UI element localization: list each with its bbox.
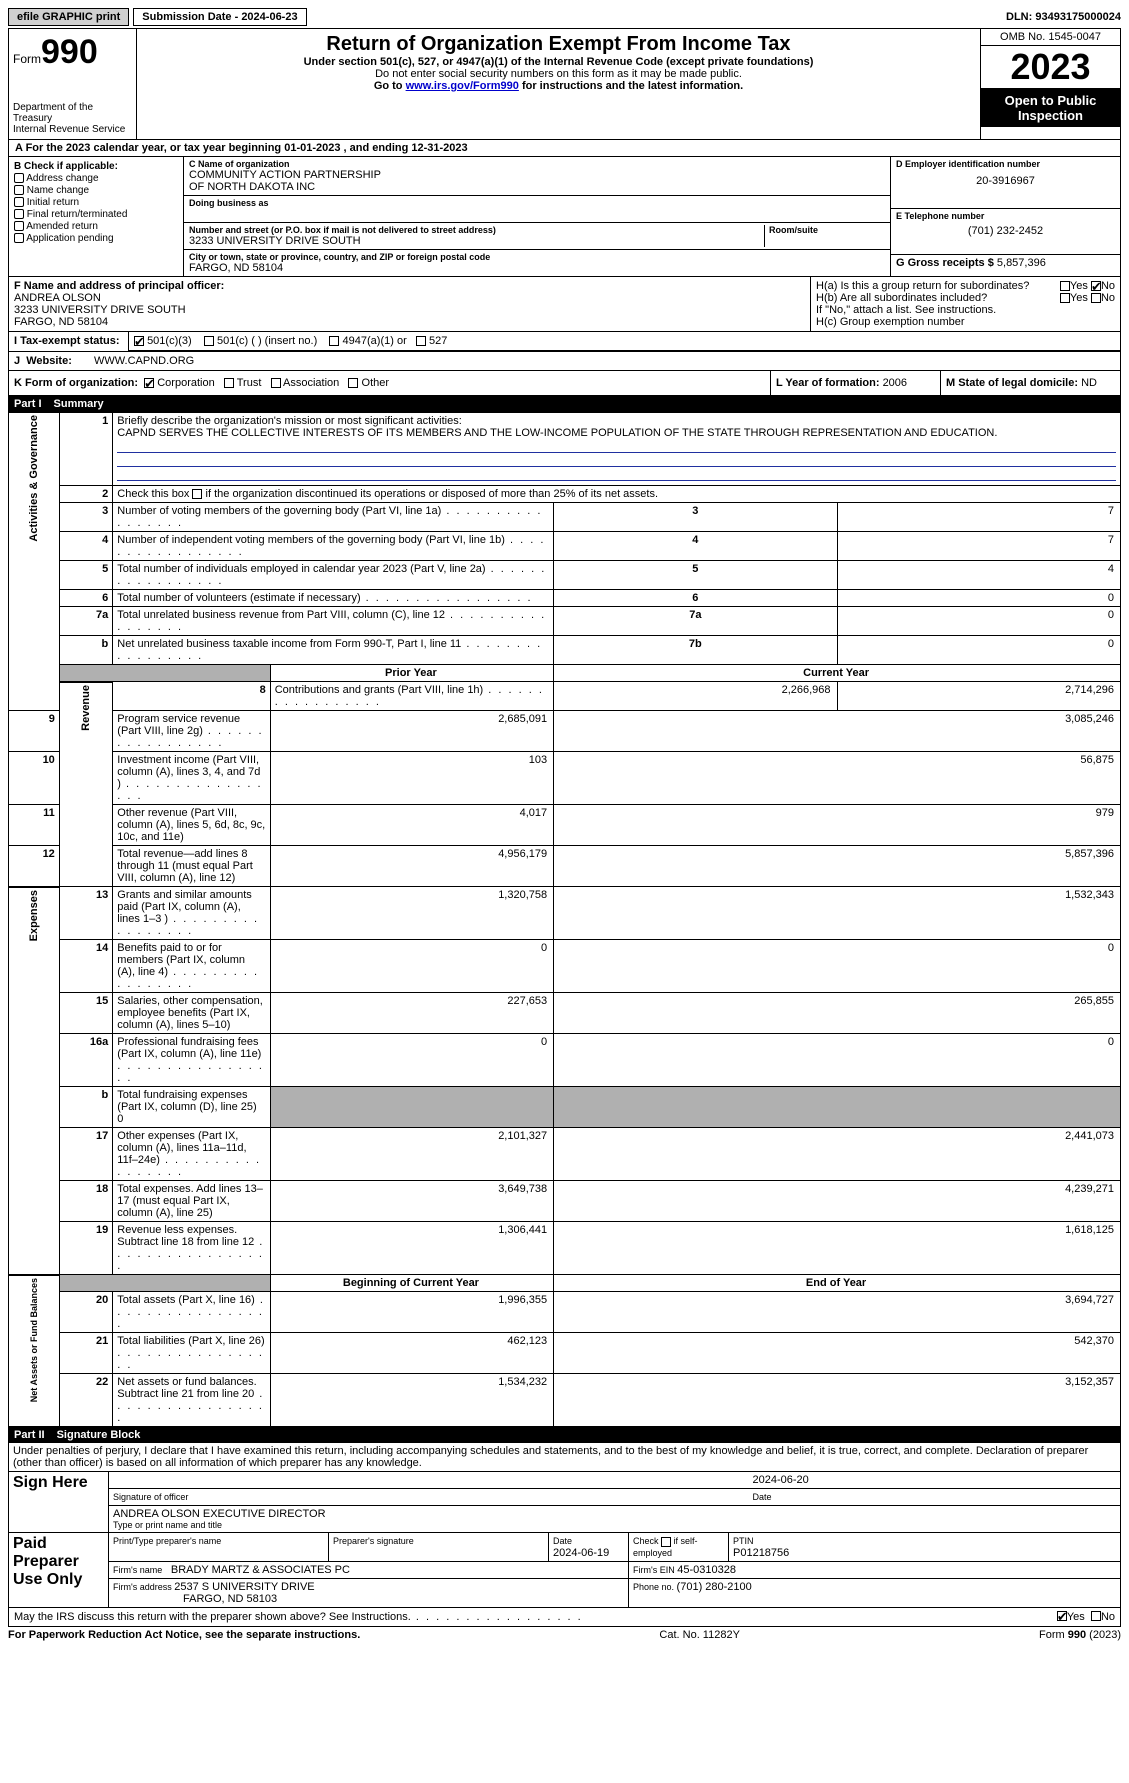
room-label: Room/suite bbox=[769, 225, 885, 235]
irs-link[interactable]: www.irs.gov/Form990 bbox=[406, 80, 519, 92]
checkbox-hb-yes[interactable] bbox=[1060, 293, 1070, 303]
org-name-1: COMMUNITY ACTION PARTNERSHIP bbox=[189, 169, 885, 181]
val-5: 4 bbox=[837, 561, 1120, 590]
row-a: A For the 2023 calendar year, or tax yea… bbox=[8, 140, 1121, 157]
city-state-zip: FARGO, ND 58104 bbox=[189, 262, 885, 274]
checkbox-4947[interactable] bbox=[329, 336, 339, 346]
firm-name: BRADY MARTZ & ASSOCIATES PC bbox=[171, 1564, 350, 1576]
firm-ein: 45-0310328 bbox=[677, 1564, 736, 1576]
firm-phone: (701) 280-2100 bbox=[677, 1581, 752, 1593]
col-b: B Check if applicable: Address change Na… bbox=[9, 157, 184, 276]
col-h: H(a) Is this a group return for subordin… bbox=[810, 277, 1120, 331]
val-7b: 0 bbox=[837, 636, 1120, 665]
checkbox-hb-no[interactable] bbox=[1091, 293, 1101, 303]
website-block: J Website: WWW.CAPND.ORG bbox=[8, 352, 1121, 371]
efile-print-button[interactable]: efile GRAPHIC print bbox=[8, 8, 129, 26]
org-name-2: OF NORTH DAKOTA INC bbox=[189, 181, 885, 193]
checkbox-final-return[interactable] bbox=[14, 209, 24, 219]
row-i-label: I Tax-exempt status: bbox=[9, 332, 129, 351]
checkbox-corporation[interactable] bbox=[144, 378, 154, 388]
street: 3233 UNIVERSITY DRIVE SOUTH bbox=[189, 235, 760, 247]
form-subtitle-1: Under section 501(c), 527, or 4947(a)(1)… bbox=[145, 56, 972, 68]
telephone: (701) 232-2452 bbox=[896, 225, 1115, 237]
dln: DLN: 93493175000024 bbox=[1006, 11, 1121, 23]
checkbox-ha-yes[interactable] bbox=[1060, 281, 1070, 291]
state-domicile: ND bbox=[1081, 377, 1097, 389]
discuss-row: May the IRS discuss this return with the… bbox=[8, 1608, 1121, 1627]
perjury-text: Under penalties of perjury, I declare th… bbox=[8, 1443, 1121, 1472]
checkbox-527[interactable] bbox=[416, 336, 426, 346]
tax-year: 2023 bbox=[981, 46, 1120, 89]
side-revenue: Revenue bbox=[80, 685, 92, 731]
officer-block: F Name and address of principal officer:… bbox=[8, 277, 1121, 332]
sig-date: 2024-06-20 bbox=[753, 1474, 809, 1486]
dba-label: Doing business as bbox=[189, 198, 885, 208]
status-block: I Tax-exempt status: 501(c)(3) 501(c) ( … bbox=[8, 332, 1121, 352]
val-4: 7 bbox=[837, 532, 1120, 561]
checkbox-initial-return[interactable] bbox=[14, 197, 24, 207]
omb-number: OMB No. 1545-0047 bbox=[981, 29, 1120, 46]
checkbox-association[interactable] bbox=[271, 378, 281, 388]
side-expenses: Expenses bbox=[28, 890, 40, 941]
part2-header: Part IISignature Block bbox=[8, 1427, 1121, 1443]
ptin: P01218756 bbox=[733, 1547, 789, 1559]
val-3: 7 bbox=[837, 503, 1120, 532]
paid-preparer-block: Paid Preparer Use Only Print/Type prepar… bbox=[8, 1533, 1121, 1608]
dept-irs: Internal Revenue Service bbox=[13, 124, 132, 135]
val-7a: 0 bbox=[837, 607, 1120, 636]
val-6: 0 bbox=[837, 590, 1120, 607]
checkbox-discontinued[interactable] bbox=[192, 489, 202, 499]
officer-name-title: ANDREA OLSON EXECUTIVE DIRECTOR bbox=[113, 1508, 1116, 1520]
year-formation: 2006 bbox=[883, 377, 907, 389]
klm-block: K Form of organization: Corporation Trus… bbox=[8, 371, 1121, 396]
form-subtitle-2: Do not enter social security numbers on … bbox=[145, 68, 972, 80]
mission-text: CAPND SERVES THE COLLECTIVE INTERESTS OF… bbox=[117, 427, 1116, 439]
checkbox-ha-no[interactable] bbox=[1091, 281, 1101, 291]
checkbox-amended[interactable] bbox=[14, 221, 24, 231]
checkbox-501c3[interactable] bbox=[134, 336, 144, 346]
website: WWW.CAPND.ORG bbox=[89, 352, 1120, 370]
part1-table: Activities & Governance 1 Briefly descri… bbox=[8, 412, 1121, 1427]
footer: For Paperwork Reduction Act Notice, see … bbox=[8, 1629, 1121, 1641]
checkbox-discuss-yes[interactable] bbox=[1057, 1611, 1067, 1621]
ein: 20-3916967 bbox=[896, 175, 1115, 187]
sign-here-block: Sign Here 2024-06-20 Signature of office… bbox=[8, 1472, 1121, 1533]
checkbox-address-change[interactable] bbox=[14, 173, 24, 183]
form-subtitle-3: Go to www.irs.gov/Form990 for instructio… bbox=[145, 80, 972, 92]
entity-block: B Check if applicable: Address change Na… bbox=[8, 157, 1121, 277]
form-label: Form990 bbox=[13, 33, 132, 72]
submission-date: Submission Date - 2024-06-23 bbox=[133, 8, 306, 26]
col-f: F Name and address of principal officer:… bbox=[9, 277, 810, 331]
checkbox-self-employed[interactable] bbox=[661, 1537, 671, 1547]
form-header: Form990 Department of the Treasury Inter… bbox=[8, 28, 1121, 140]
checkbox-application-pending[interactable] bbox=[14, 233, 24, 243]
top-bar: efile GRAPHIC print Submission Date - 20… bbox=[8, 8, 1121, 26]
checkbox-trust[interactable] bbox=[224, 378, 234, 388]
gross-receipts: 5,857,396 bbox=[997, 257, 1046, 269]
dept-treasury: Department of the Treasury bbox=[13, 102, 132, 124]
form-title: Return of Organization Exempt From Incom… bbox=[145, 33, 972, 56]
col-d: D Employer identification number 20-3916… bbox=[890, 157, 1120, 276]
checkbox-501c[interactable] bbox=[204, 336, 214, 346]
checkbox-name-change[interactable] bbox=[14, 185, 24, 195]
side-net-assets: Net Assets or Fund Balances bbox=[29, 1278, 39, 1402]
side-activities: Activities & Governance bbox=[28, 415, 40, 542]
part1-header: Part ISummary bbox=[8, 396, 1121, 412]
checkbox-discuss-no[interactable] bbox=[1091, 1611, 1101, 1621]
checkbox-other[interactable] bbox=[348, 378, 358, 388]
open-to-public: Open to Public Inspection bbox=[981, 89, 1120, 127]
col-c: C Name of organization COMMUNITY ACTION … bbox=[184, 157, 890, 276]
